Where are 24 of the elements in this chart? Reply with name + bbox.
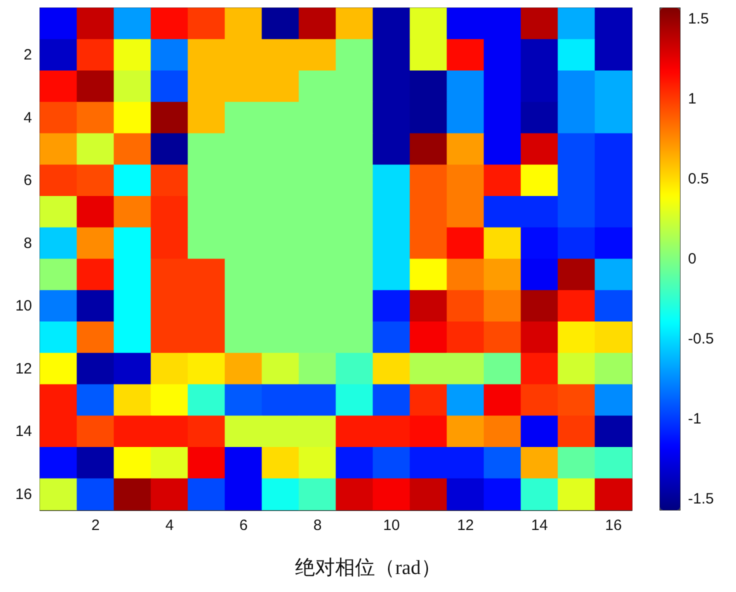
color-bar-label: 1 [688,90,696,108]
x-tick-label: 16 [605,517,622,534]
y-tick-label: 10 [15,298,32,315]
x-tick-label: 14 [531,517,548,534]
y-tick-label: 6 [24,172,32,190]
y-tick-label: 8 [24,234,32,252]
y-tick-label: 12 [15,360,32,378]
color-bar-label: 0 [688,250,696,268]
x-axis-title: 绝对相位（rad） [295,557,441,579]
x-tick-label: 12 [457,517,474,534]
color-bar-label: -0.5 [688,330,714,348]
color-bar-label: -1 [688,410,702,428]
x-tick-label: 6 [239,517,248,534]
x-tick-label: 2 [91,517,100,534]
x-tick-label: 4 [165,517,174,534]
color-bar-label: 0.5 [688,170,709,188]
x-tick-label: 8 [313,517,322,534]
color-bar-label: -1.5 [688,490,714,508]
y-tick-label: 4 [24,109,32,126]
color-bar-label: 1.5 [688,10,709,28]
y-tick-label: 16 [15,486,32,503]
x-tick-label: 10 [383,517,400,534]
y-tick-label: 14 [15,423,32,440]
y-tick-label: 2 [24,46,32,64]
